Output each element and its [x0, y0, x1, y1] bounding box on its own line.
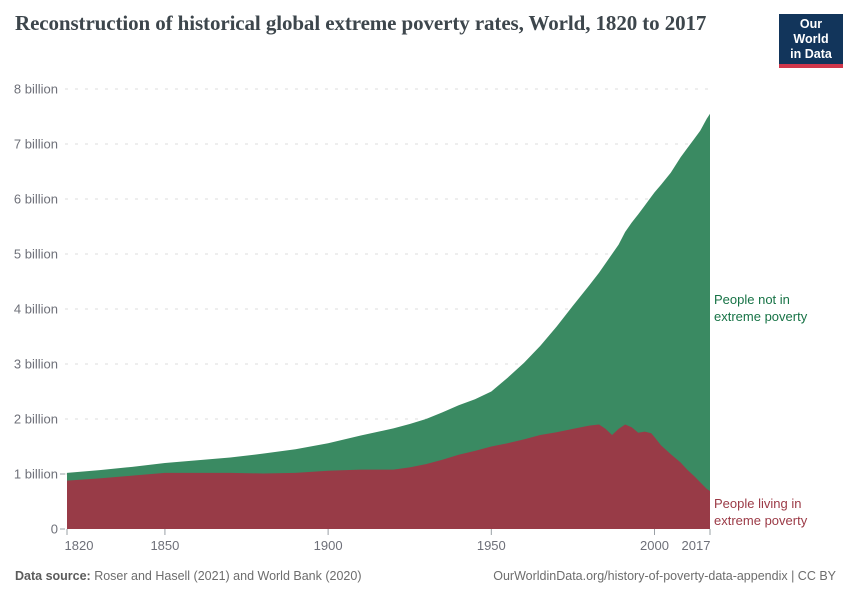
y-tick-label: 1 billion — [14, 467, 58, 482]
x-axis: 1820 1850 1900 1950 2000 2017 — [65, 529, 711, 553]
y-tick-label: 7 billion — [14, 137, 58, 152]
y-tick-label: 2 billion — [14, 412, 58, 427]
page-title: Reconstruction of historical global extr… — [15, 11, 707, 35]
data-source-text: Roser and Hasell (2021) and World Bank (… — [90, 569, 362, 583]
owid-logo-text: Our World in Data — [779, 14, 843, 64]
x-tick-label: 1950 — [477, 538, 506, 553]
y-tick-label: 5 billion — [14, 247, 58, 262]
y-tick-label: 3 billion — [14, 357, 58, 372]
area-not-in-extreme-poverty — [67, 113, 710, 529]
y-tick-label: 4 billion — [14, 302, 58, 317]
x-tick-label: 1820 — [65, 538, 94, 553]
y-axis: 0 1 billion 2 billion 3 billion 4 billion 5 b… — [14, 82, 65, 537]
series-label-living-in-extreme-poverty: People living in extreme poverty — [714, 496, 808, 528]
series-label-not-in-extreme-poverty: People not in extreme poverty — [714, 292, 808, 324]
owid-logo[interactable]: Our World in Data — [779, 14, 843, 68]
y-tick-label: 0 — [51, 522, 58, 537]
area-living-in-extreme-poverty — [67, 424, 710, 529]
x-tick-label: 1850 — [150, 538, 179, 553]
data-source-note: Data source: Roser and Hasell (2021) and… — [15, 569, 361, 583]
x-tick-label: 2017 — [682, 538, 711, 553]
y-tick-label: 8 billion — [14, 82, 58, 97]
chart-footer: Data source: Roser and Hasell (2021) and… — [15, 569, 836, 583]
x-tick-label: 1900 — [314, 538, 343, 553]
y-tick-label: 6 billion — [14, 192, 58, 207]
data-source-label: Data source: — [15, 569, 91, 583]
x-tick-label: 2000 — [640, 538, 669, 553]
owid-logo-red-bar — [779, 64, 843, 68]
owid-url-license-link[interactable]: OurWorldinData.org/history-of-poverty-da… — [493, 569, 836, 583]
